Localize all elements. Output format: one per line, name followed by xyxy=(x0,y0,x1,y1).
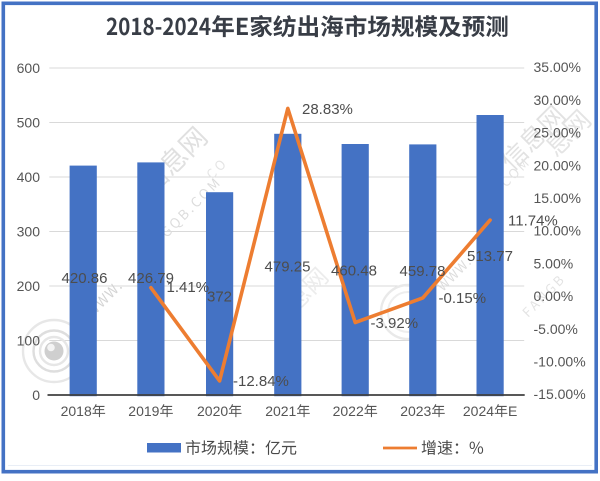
svg-text:15.00%: 15.00% xyxy=(534,190,581,206)
svg-text:30.00%: 30.00% xyxy=(534,92,581,108)
svg-text:10.00%: 10.00% xyxy=(534,223,581,239)
svg-text:200: 200 xyxy=(17,278,41,294)
svg-text:-12.84%: -12.84% xyxy=(233,373,289,390)
svg-text:-0.15%: -0.15% xyxy=(439,290,487,307)
svg-text:2023: 2023 xyxy=(400,403,431,419)
svg-text:300: 300 xyxy=(17,223,41,239)
svg-text:25.00%: 25.00% xyxy=(534,125,581,141)
svg-text:2020: 2020 xyxy=(197,403,228,419)
svg-text:1.41%: 1.41% xyxy=(167,279,210,296)
svg-text:-5.00%: -5.00% xyxy=(534,321,578,337)
svg-text:35.00%: 35.00% xyxy=(534,59,581,75)
svg-text:28.83%: 28.83% xyxy=(302,101,353,118)
svg-text:-10.00%: -10.00% xyxy=(534,354,586,370)
svg-text:600: 600 xyxy=(17,60,41,76)
svg-text:20.00%: 20.00% xyxy=(534,157,581,173)
svg-text:372: 372 xyxy=(207,289,232,306)
svg-text:479.25: 479.25 xyxy=(265,259,311,276)
svg-text:0.00%: 0.00% xyxy=(534,288,574,304)
svg-text:500: 500 xyxy=(17,114,41,130)
svg-text:2024: 2024 xyxy=(463,403,494,419)
svg-text:-3.92%: -3.92% xyxy=(371,315,419,332)
svg-text:459.78: 459.78 xyxy=(400,263,446,280)
svg-text:2019: 2019 xyxy=(128,403,159,419)
svg-text:460.48: 460.48 xyxy=(331,263,377,280)
svg-text:2022: 2022 xyxy=(333,403,364,419)
svg-text:100: 100 xyxy=(17,332,41,348)
svg-text:0: 0 xyxy=(32,387,40,403)
svg-text:11.74%: 11.74% xyxy=(508,213,558,230)
svg-text:400: 400 xyxy=(17,169,41,185)
svg-text:2018: 2018 xyxy=(61,403,92,419)
svg-text:420.86: 420.86 xyxy=(62,270,108,287)
svg-text:5.00%: 5.00% xyxy=(534,255,574,271)
svg-text:2021: 2021 xyxy=(265,403,296,419)
svg-text:E: E xyxy=(508,403,517,419)
svg-text:-15.00%: -15.00% xyxy=(534,386,586,402)
svg-text:513.77: 513.77 xyxy=(467,248,513,265)
svg-text:426.79: 426.79 xyxy=(128,270,174,287)
